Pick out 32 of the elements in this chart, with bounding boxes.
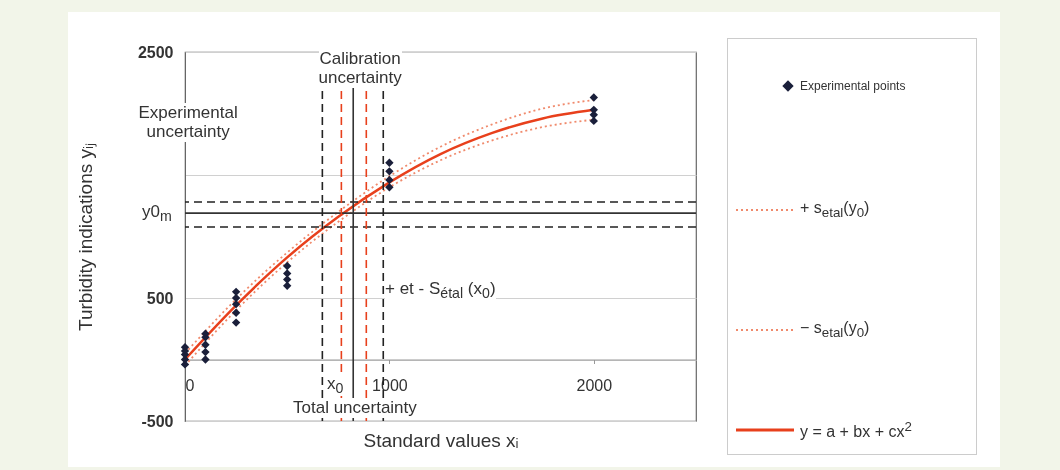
point: [201, 340, 210, 349]
legend-label: Experimental points: [800, 79, 906, 93]
text: y0$_{m}$: [142, 201, 172, 225]
annotation: Experimental uncertainty: [138, 102, 238, 142]
point: [231, 318, 241, 327]
point: [201, 355, 210, 364]
legend-label: y = a + bx + cx$^{2}$: [800, 419, 912, 442]
y-tick-label: -500: [141, 412, 174, 430]
y-tick-label: 500: [146, 289, 174, 307]
legend-label: − s$_{etal}$(y$_{0}$): [800, 319, 870, 341]
y-axis-title: Turbidity indications yᵢⱼ: [74, 143, 97, 331]
point: [283, 269, 292, 278]
annotation: + et - S$_{étal}$ (x$_{0}$): [385, 278, 496, 302]
x-axis-title: Standard values xᵢ: [363, 430, 519, 451]
point: [283, 281, 292, 290]
x-tick-label: 1000: [372, 377, 408, 394]
y-tick-label: 2500: [137, 43, 174, 61]
legend-label: + s$_{etal}$(y$_{0}$): [800, 199, 870, 221]
annotation: Total uncertainty: [293, 398, 417, 418]
point: [231, 308, 241, 317]
annotation: x$_{0}$: [327, 373, 344, 397]
point: [589, 116, 598, 126]
point: [385, 183, 394, 192]
point: [589, 93, 598, 102]
x-tick-label: 0: [185, 377, 195, 394]
point: [385, 175, 394, 185]
x-tick-label: 2000: [576, 377, 613, 394]
annotation: Calibration uncertainty: [318, 48, 402, 88]
point: [385, 158, 394, 167]
point: [283, 261, 292, 271]
point: [385, 167, 394, 176]
point: [589, 105, 598, 114]
